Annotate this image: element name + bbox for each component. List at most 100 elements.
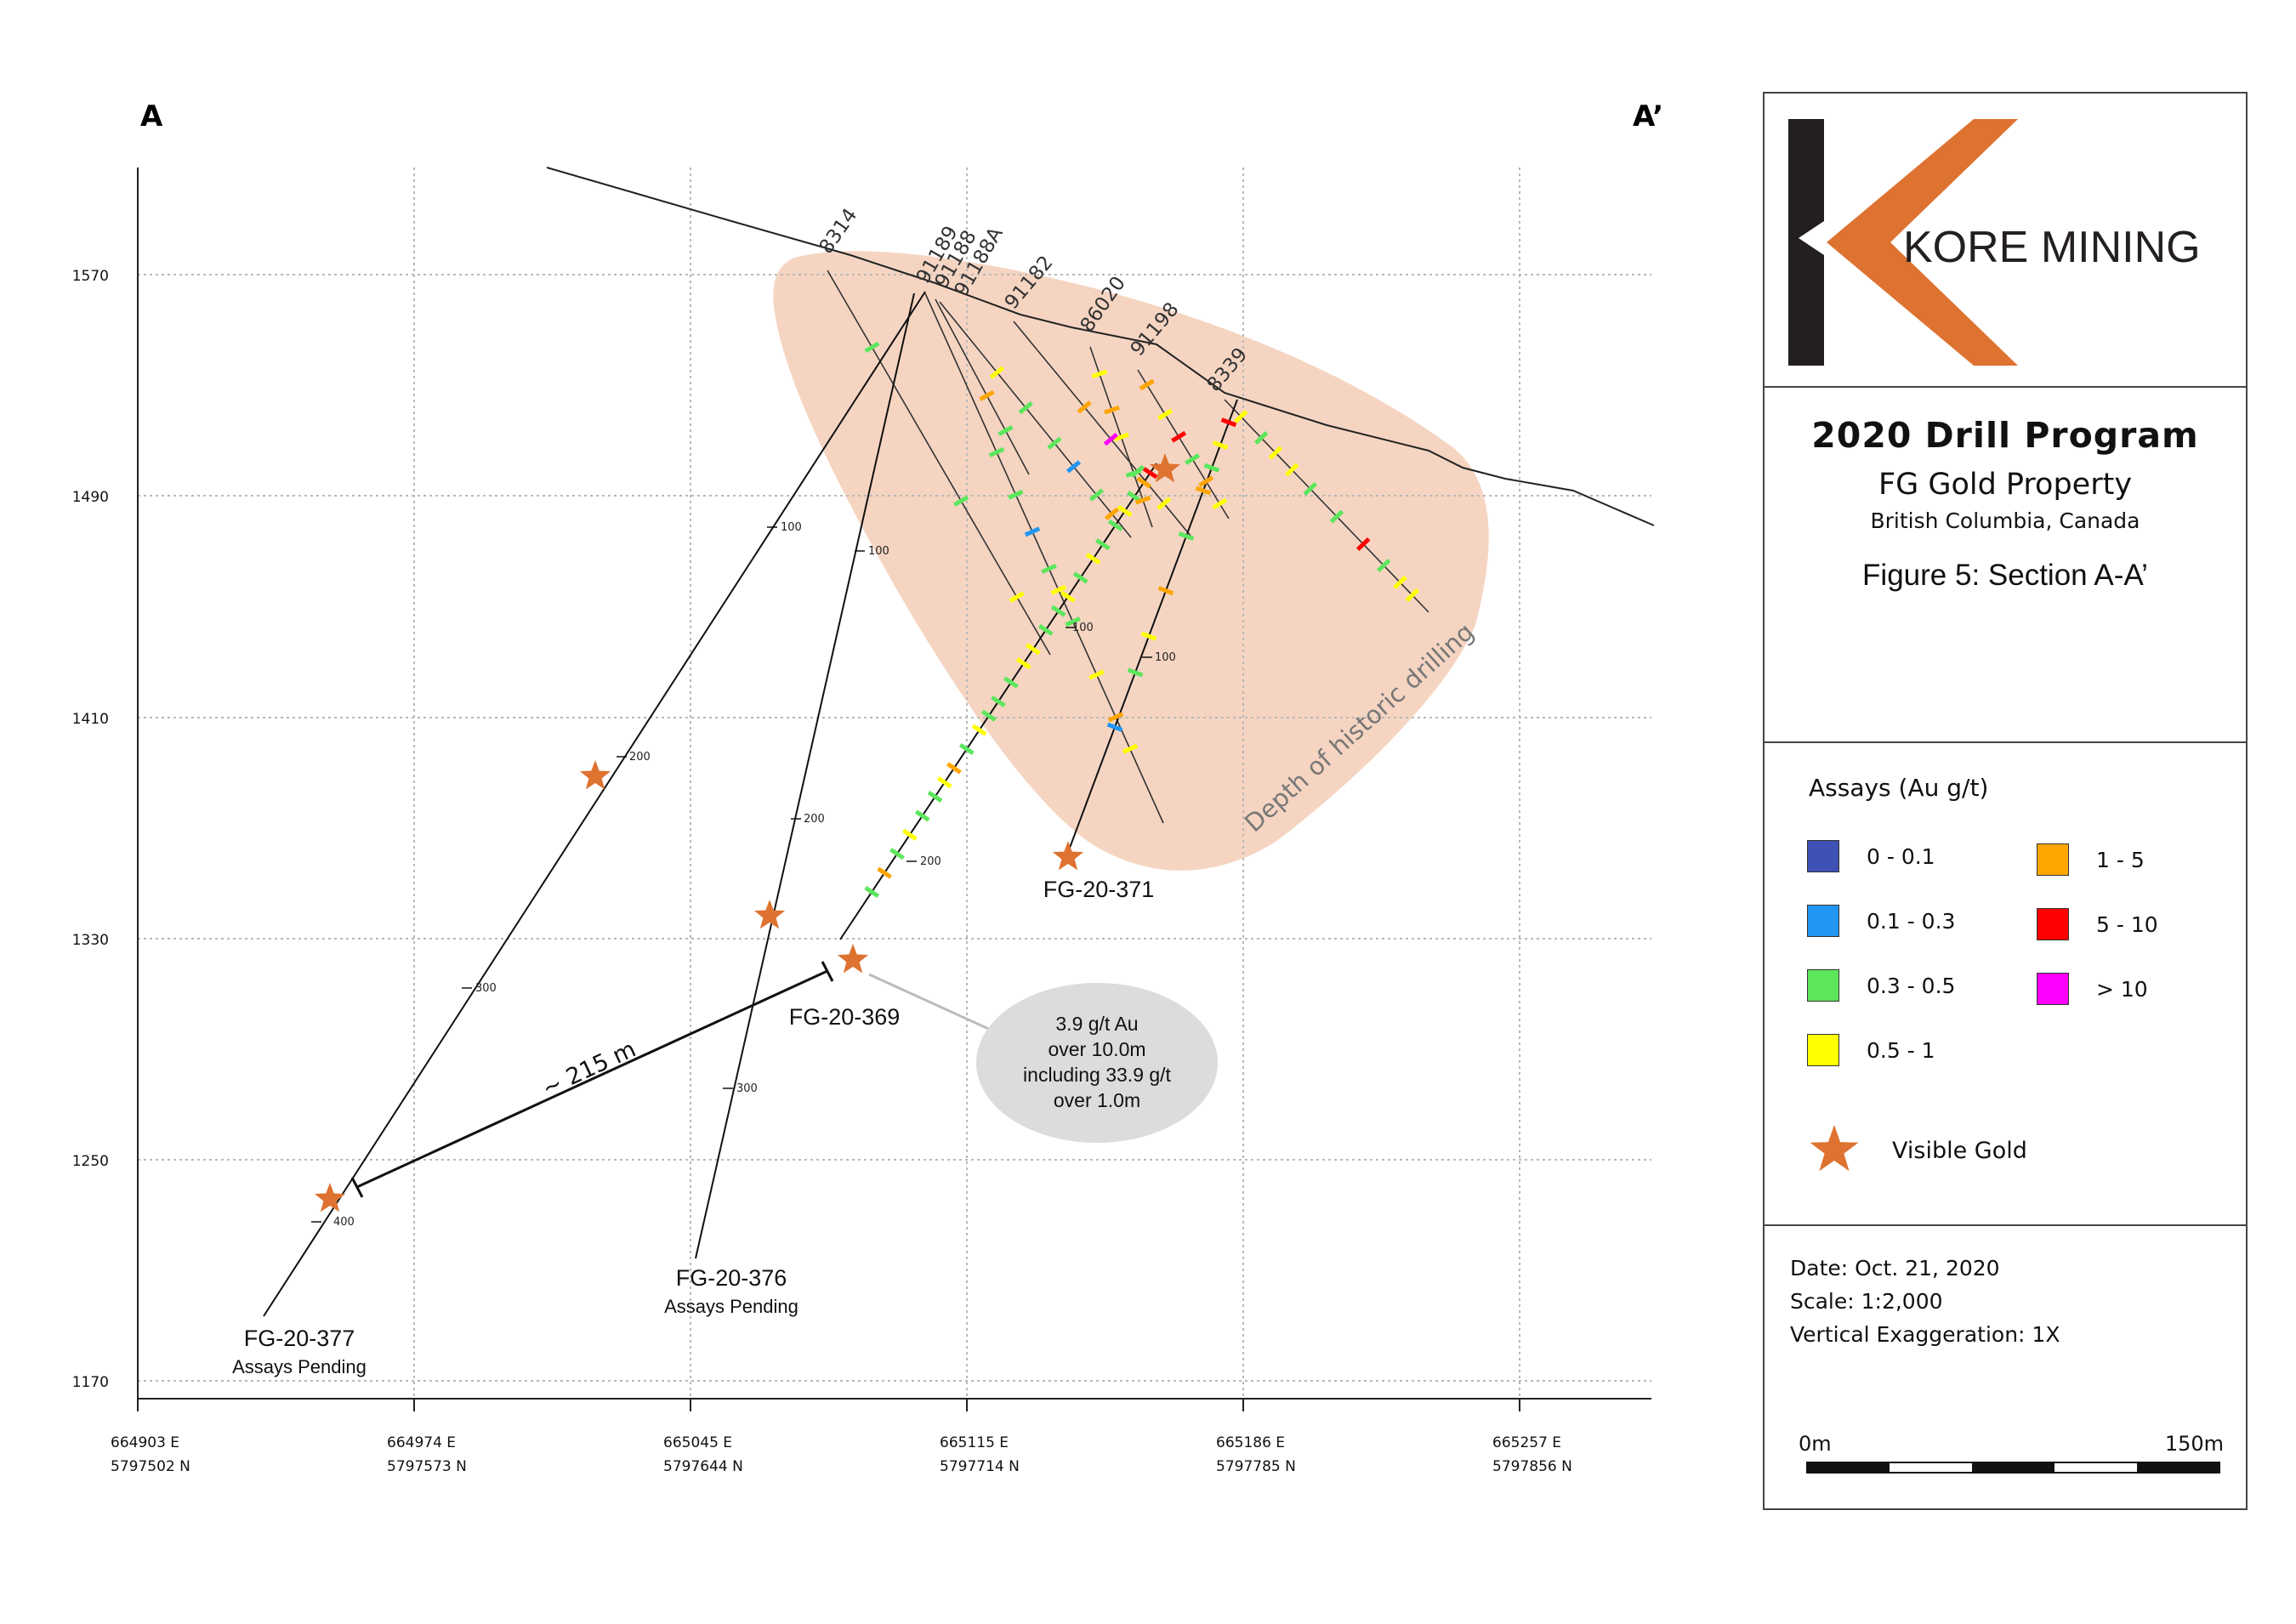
assay-mark xyxy=(1142,467,1158,480)
depth-mark: 100 xyxy=(868,545,889,558)
callout-line: over 1.0m xyxy=(1054,1089,1140,1111)
elevation-label: 1250 xyxy=(72,1153,109,1170)
assay-mark xyxy=(1253,430,1269,446)
hole-status-fg-20-376: Assays Pending xyxy=(664,1296,798,1317)
assay-mark xyxy=(979,389,995,401)
elevation-label: 1490 xyxy=(72,489,109,506)
legend-swatch xyxy=(2037,973,2069,1005)
hole-label-8314: 8314 xyxy=(816,205,862,258)
assay-mark xyxy=(1015,657,1031,670)
assay-mark xyxy=(1171,430,1187,443)
assay-mark xyxy=(1284,463,1299,477)
depth-mark: 100 xyxy=(1072,622,1094,634)
elevation-label: 1410 xyxy=(72,711,109,728)
northing-label: 5797856 N xyxy=(1492,1458,1572,1475)
assay-mark xyxy=(1139,378,1155,391)
assay-mark xyxy=(1122,743,1139,754)
legend-label: 1 - 5 xyxy=(2096,847,2145,872)
easting-label: 665045 E xyxy=(663,1434,732,1451)
legend-swatch xyxy=(1807,969,1839,1002)
assay-mark xyxy=(1405,588,1420,603)
cross-section-map: 100 100 200 200 300 300 400 100 200 100 … xyxy=(72,99,1663,1475)
assay-mark xyxy=(1003,676,1019,689)
assay-mark xyxy=(946,762,962,775)
legend-label: > 10 xyxy=(2096,976,2148,1002)
hole-fg-20-377-trace xyxy=(263,291,926,1317)
assay-mark xyxy=(971,724,987,736)
assay-mark xyxy=(958,742,975,756)
distance-label: ~ 215 m xyxy=(538,1036,640,1103)
easting-label: 665115 E xyxy=(940,1434,1009,1451)
callout-leader xyxy=(868,973,1004,1037)
hole-status-fg-20-377: Assays Pending xyxy=(232,1356,367,1377)
assay-mark xyxy=(1233,409,1248,424)
assay-mark xyxy=(997,425,1014,436)
legend-item: 0.3 - 0.5 xyxy=(1807,969,1955,1002)
easting-label: 665257 E xyxy=(1492,1434,1561,1451)
depth-mark: 200 xyxy=(804,813,825,826)
map-info: Date: Oct. 21, 2020 Scale: 1:2,000 Verti… xyxy=(1790,1252,2060,1351)
northing-label: 5797714 N xyxy=(940,1458,1020,1475)
assay-mark xyxy=(1178,531,1195,541)
northing-label: 5797644 N xyxy=(663,1458,743,1475)
hole-label-fg-20-377: FG-20-377 xyxy=(244,1326,355,1351)
assay-mark xyxy=(1107,519,1123,531)
scalebar-start-label: 0m xyxy=(1799,1432,1832,1456)
assay-mark xyxy=(1050,605,1066,617)
hole-label-fg-20-369: FG-20-369 xyxy=(789,1004,901,1030)
hole-91189 xyxy=(924,292,1164,824)
depth-mark: 100 xyxy=(781,521,802,534)
assay-mark xyxy=(1041,563,1057,574)
assay-intervals xyxy=(864,341,1420,899)
assay-mark xyxy=(1077,400,1092,414)
depth-mark: 300 xyxy=(475,982,497,995)
logo-k-chevron xyxy=(1827,119,2018,366)
figure-caption: Figure 5: Section A-A’ xyxy=(1862,559,2148,592)
depth-mark: 100 xyxy=(1155,651,1176,664)
topography-line xyxy=(546,167,1655,526)
legend-swatch xyxy=(2037,843,2069,876)
hole-label-fg-20-376: FG-20-376 xyxy=(676,1265,787,1291)
easting-label: 665186 E xyxy=(1216,1434,1285,1451)
assay-mark xyxy=(1134,495,1151,505)
legend-label: 5 - 10 xyxy=(2096,911,2158,937)
assay-mark xyxy=(1050,584,1067,595)
assay-mark xyxy=(1047,436,1062,450)
depth-mark: 200 xyxy=(920,855,941,868)
assay-mark xyxy=(1203,463,1220,473)
assay-mark xyxy=(991,695,1006,708)
assay-mark xyxy=(988,446,1005,457)
assay-mark xyxy=(901,828,918,841)
legend-item: 0.1 - 0.3 xyxy=(1807,905,1955,937)
legend-swatch xyxy=(1807,840,1839,872)
hole-91188a xyxy=(939,301,1132,538)
assay-mark xyxy=(1008,489,1024,500)
assay-mark xyxy=(1198,475,1214,488)
section-label-a: A xyxy=(140,99,163,133)
assay-mark xyxy=(1066,460,1082,474)
assay-mark xyxy=(1355,537,1371,552)
hole-fg-20-376-trace xyxy=(695,292,915,1259)
scalebar-end-label: 150m xyxy=(2165,1432,2224,1456)
assay-mark xyxy=(1393,575,1407,590)
distance-measure xyxy=(350,961,834,1198)
callout-line: over 10.0m xyxy=(1048,1038,1145,1060)
assay-mark xyxy=(1127,667,1144,678)
assay-mark xyxy=(1072,571,1088,584)
legend-swatch xyxy=(1807,905,1839,937)
visible-gold-star xyxy=(314,1183,346,1212)
legend-swatch xyxy=(2037,908,2069,940)
elevation-label: 1170 xyxy=(72,1374,109,1391)
kore-mining-logo: KORE MINING xyxy=(1788,119,2201,366)
assay-mark xyxy=(989,366,1005,379)
logo-text: KORE MINING xyxy=(1903,223,2201,272)
logo-k-stem xyxy=(1788,119,1824,366)
assay-mark xyxy=(953,495,969,507)
assay-mark xyxy=(1060,590,1076,603)
legend-item: > 10 xyxy=(2037,973,2148,1005)
easting-label: 664903 E xyxy=(111,1434,179,1451)
assay-mark xyxy=(1268,446,1283,460)
assay-mark xyxy=(1088,488,1105,502)
hole-8314 xyxy=(827,270,1051,656)
map-title: 2020 Drill Program xyxy=(1811,415,2199,456)
